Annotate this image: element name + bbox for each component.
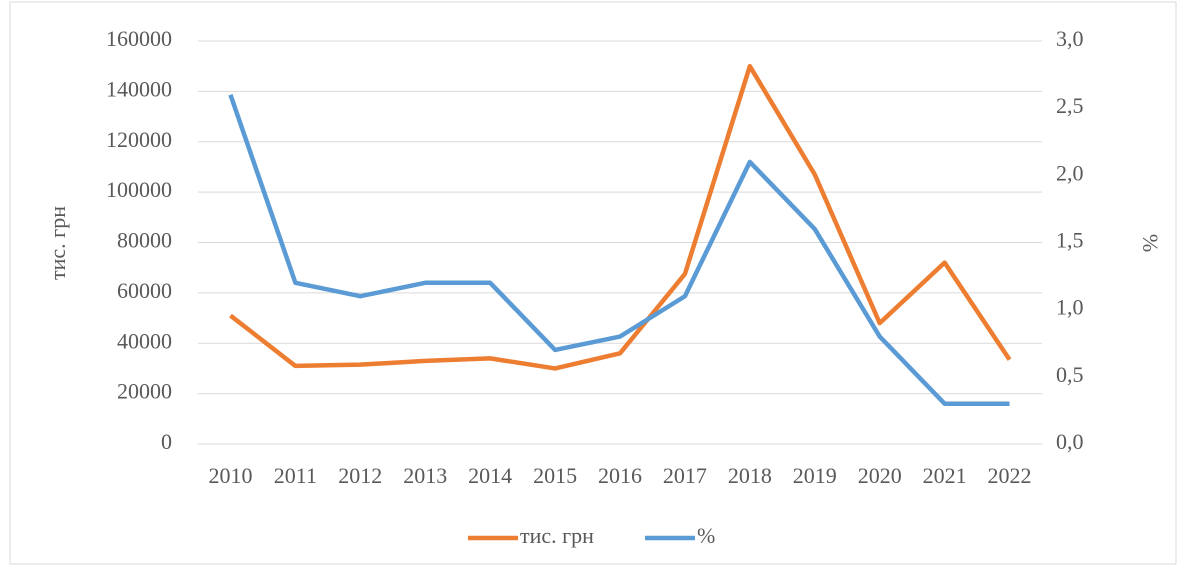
y-tick-label: 40000 [117,328,172,353]
x-tick-label: 2010 [208,463,252,488]
y-tick-label: 140000 [106,76,172,101]
x-tick-label: 2021 [923,463,967,488]
x-tick-label: 2020 [858,463,902,488]
x-tick-label: 2015 [533,463,577,488]
y-tick-label: 60000 [117,278,172,303]
y2-tick-label: 1,0 [1056,295,1084,320]
y-tick-label: 120000 [106,127,172,152]
x-tick-label: 2012 [338,463,382,488]
x-tick-label: 2019 [793,463,837,488]
y2-axis-title: % [1138,234,1163,252]
legend-label: % [697,523,715,548]
y-tick-label: 80000 [117,228,172,253]
y-tick-label: 20000 [117,379,172,404]
y2-tick-label: 0,0 [1056,429,1084,454]
x-tick-label: 2013 [403,463,447,488]
x-tick-label: 2017 [663,463,707,488]
legend-label: тис. грн [520,523,594,548]
x-tick-label: 2011 [274,463,317,488]
y2-tick-label: 1,5 [1056,228,1084,253]
y2-tick-label: 0,5 [1056,362,1084,387]
x-tick-label: 2022 [988,463,1032,488]
y-axis-title: тис. грн [45,206,70,280]
y-tick-label: 160000 [106,26,172,51]
y2-tick-label: 3,0 [1056,26,1084,51]
series-line [229,63,1012,371]
y-tick-label: 100000 [106,177,172,202]
y-tick-label: 0 [161,429,172,454]
chart-border [9,1,1177,565]
x-tick-label: 2016 [598,463,642,488]
y2-tick-label: 2,0 [1056,160,1084,185]
series-line [228,93,1010,406]
x-tick-label: 2018 [728,463,772,488]
x-tick-label: 2014 [468,463,512,488]
y2-tick-label: 2,5 [1056,93,1084,118]
